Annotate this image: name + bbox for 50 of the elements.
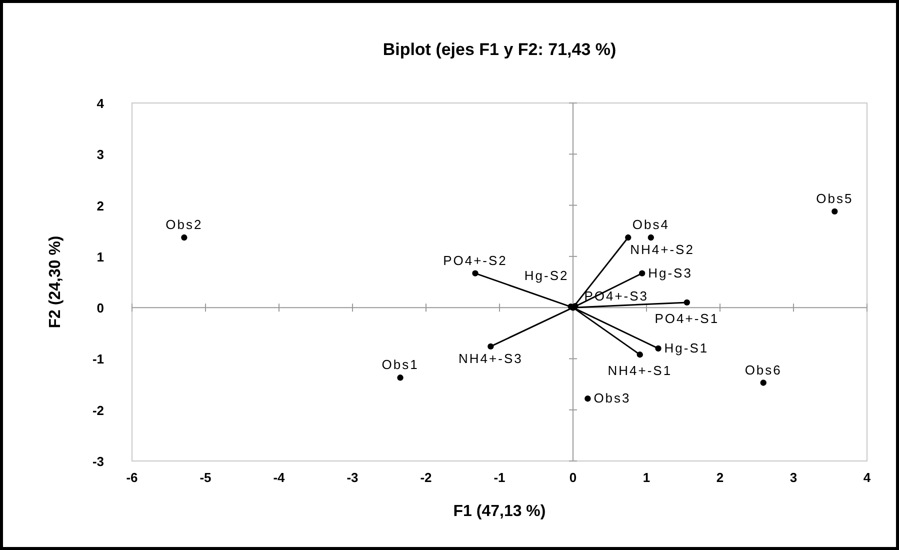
point — [584, 396, 591, 402]
data-label: NH4+-S3 — [458, 350, 523, 366]
point — [488, 343, 494, 350]
data-label: Obs2 — [166, 217, 203, 232]
data-label: Obs5 — [816, 190, 854, 206]
point — [472, 270, 478, 276]
x-tick-label: -4 — [273, 470, 286, 485]
x-tick-label: 0 — [569, 470, 577, 485]
data-label: Hg-S1 — [664, 340, 709, 356]
data-label: Hg-S2 — [524, 268, 569, 284]
point — [760, 380, 766, 386]
data-label: Obs1 — [382, 357, 419, 372]
point — [181, 234, 188, 241]
x-tick-label: -6 — [126, 470, 138, 485]
y-tick-label: -1 — [92, 352, 104, 367]
data-label: PO4+-S2 — [443, 252, 508, 268]
data-label: PO4+-S1 — [654, 310, 720, 326]
point — [397, 374, 404, 381]
data-label: NH4+-S2 — [630, 242, 694, 258]
x-tick-label: 2 — [716, 470, 724, 485]
data-label: Obs4 — [632, 217, 670, 232]
point — [572, 302, 578, 310]
chart-title: Biplot (ejes F1 y F2: 71,43 %) — [382, 40, 616, 59]
y-tick-label: -2 — [92, 402, 104, 418]
x-tick-label: 3 — [790, 470, 798, 485]
x-tick-label: -1 — [494, 470, 506, 485]
y-tick-label: 1 — [96, 249, 104, 264]
y-axis-title: F2 (24,30 %) — [47, 236, 64, 328]
y-tick-label: 4 — [96, 96, 105, 111]
x-axis-title: F1 (47,13 %) — [453, 503, 546, 520]
point — [832, 208, 838, 215]
x-tick-label: -3 — [346, 470, 358, 485]
y-tick-label: 0 — [96, 300, 104, 316]
data-label: Obs6 — [744, 362, 782, 378]
y-tick-label: 3 — [96, 147, 104, 162]
x-tick-label: 1 — [642, 470, 650, 485]
point — [655, 345, 662, 352]
data-label: NH4+-S1 — [608, 363, 672, 378]
x-tick-label: -2 — [420, 470, 432, 485]
x-tick-label: -5 — [200, 470, 212, 485]
data-label: Hg-S3 — [648, 265, 692, 280]
data-label: Obs3 — [594, 390, 631, 406]
x-tick-label: 4 — [863, 470, 872, 485]
point — [648, 234, 654, 241]
point — [636, 352, 643, 358]
point — [625, 234, 632, 241]
y-tick-label: -3 — [92, 454, 104, 469]
point — [639, 270, 646, 276]
y-tick-label: 2 — [96, 198, 104, 214]
point — [684, 299, 690, 306]
